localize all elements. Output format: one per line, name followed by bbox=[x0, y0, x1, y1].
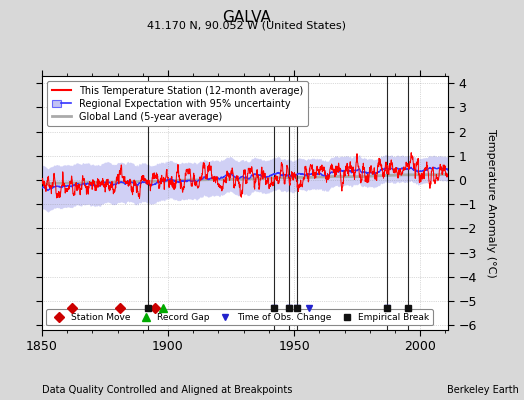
Y-axis label: Temperature Anomaly (°C): Temperature Anomaly (°C) bbox=[486, 129, 496, 277]
Text: GALVA: GALVA bbox=[222, 10, 271, 25]
Text: Data Quality Controlled and Aligned at Breakpoints: Data Quality Controlled and Aligned at B… bbox=[42, 385, 292, 395]
Text: 41.170 N, 90.052 W (United States): 41.170 N, 90.052 W (United States) bbox=[147, 20, 346, 30]
Text: Berkeley Earth: Berkeley Earth bbox=[447, 385, 519, 395]
Legend: Station Move, Record Gap, Time of Obs. Change, Empirical Break: Station Move, Record Gap, Time of Obs. C… bbox=[47, 309, 433, 326]
